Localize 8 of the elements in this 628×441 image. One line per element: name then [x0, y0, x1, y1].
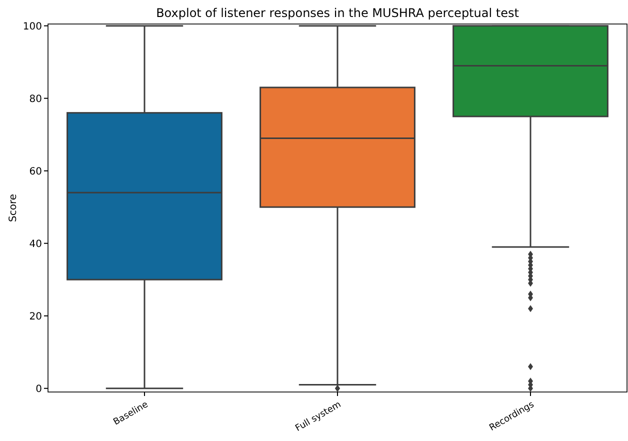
chart-title: Boxplot of listener responses in the MUSHRA perceptual test: [156, 6, 520, 20]
y-tick-label: 20: [29, 311, 42, 322]
y-tick-label: 40: [29, 238, 42, 250]
y-axis-title: Score: [8, 194, 19, 222]
y-tick-label: 0: [36, 384, 42, 395]
y-tick-label: 60: [29, 166, 42, 178]
y-tick-label: 80: [29, 94, 42, 105]
y-tick-label: 100: [22, 21, 42, 32]
